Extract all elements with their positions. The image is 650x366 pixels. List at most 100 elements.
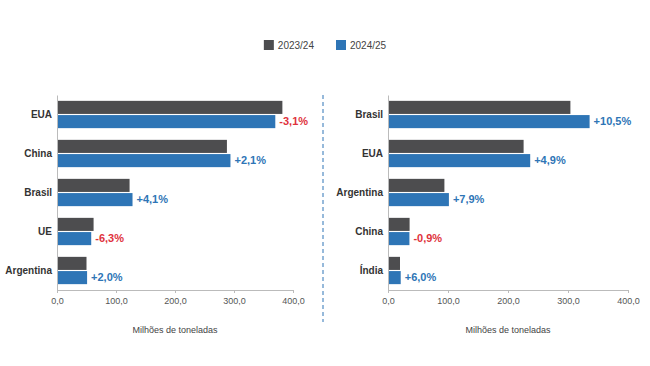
axis-title: Milhões de toneladas: [465, 325, 551, 335]
tick-label: 400,0: [282, 296, 305, 306]
plot-area: [57, 101, 282, 284]
tick: 0,0: [382, 290, 395, 306]
x-axis: 0,0 100,0 200,0 300,0 400,0: [51, 290, 305, 306]
change-label: +10,5%: [594, 115, 632, 127]
axis-line: [389, 291, 629, 294]
bar: [57, 101, 282, 114]
change-label: +6,0%: [405, 271, 437, 283]
bar: [388, 232, 409, 245]
chart-root: 2023/24 2024/25 0,0 100,0 200,0 300,0 400,0 EUA…: [0, 0, 650, 366]
tick: China: [355, 226, 388, 237]
divider: [323, 95, 324, 322]
tick: 100,0: [105, 290, 128, 306]
category-label: EUA: [362, 148, 383, 159]
tick-mark: [116, 290, 117, 293]
tick-label: 0,0: [382, 296, 395, 306]
bar: [57, 271, 87, 284]
axis-line: [58, 291, 294, 294]
category-label: Argentina: [336, 187, 383, 198]
category-label: Argentina: [5, 265, 52, 276]
tick: 100,0: [437, 290, 460, 306]
change-labels: +10,5% +4,9% +7,9% -0,9% +6,0%: [405, 115, 632, 283]
tick: China: [24, 148, 57, 159]
change-label: -0,9%: [413, 232, 442, 244]
category-label: China: [355, 226, 383, 237]
axis-line: [57, 96, 58, 291]
bar-series: [388, 115, 590, 284]
bar: [388, 179, 444, 192]
bar-series: [57, 101, 282, 270]
legend-swatch: [336, 40, 346, 50]
change-label: +2,1%: [234, 154, 266, 166]
tick: Argentina: [336, 187, 388, 198]
y-axis: Brasil EUA Argentina China Índia: [336, 96, 388, 291]
axis-line: [388, 96, 389, 291]
y-axis: EUA China Brasil UE Argentina: [5, 96, 57, 291]
tick-mark: [568, 290, 569, 293]
bar: [57, 232, 91, 245]
bar: [388, 271, 401, 284]
bar: [57, 115, 275, 128]
tick: 300,0: [223, 290, 246, 306]
bar: [388, 154, 530, 167]
tick: UE: [38, 226, 57, 237]
tick-label: 200,0: [497, 296, 520, 306]
bar-series: [57, 115, 275, 284]
category-label: Índia: [360, 264, 384, 276]
x-axis: 0,0 100,0 200,0 300,0 400,0: [382, 290, 640, 306]
tick: Brasil: [24, 187, 57, 198]
tick-mark: [448, 290, 449, 293]
change-label: -3,1%: [279, 115, 308, 127]
tick: 0,0: [51, 290, 64, 306]
change-labels: -3,1%+2,1%+4,1%-6,3%+2,0%: [91, 115, 308, 283]
category-label: Brasil: [24, 187, 52, 198]
tick-mark: [234, 290, 235, 293]
axis-title: Milhões de toneladas: [132, 325, 218, 335]
tick-label: 0,0: [51, 296, 64, 306]
tick: 400,0: [617, 290, 640, 306]
tick: 200,0: [164, 290, 187, 306]
tick-label: 100,0: [105, 296, 128, 306]
category-label: Brasil: [355, 109, 383, 120]
tick: EUA: [362, 148, 388, 159]
tick: 300,0: [557, 290, 580, 306]
legend-swatch: [264, 40, 274, 50]
legend: 2023/24 2024/25: [264, 40, 387, 51]
plot-area: [388, 101, 590, 284]
legend-item: 2024/25: [336, 40, 387, 51]
bar: [57, 257, 87, 270]
tick: Brasil: [355, 109, 388, 120]
legend-label: 2023/24: [278, 40, 315, 51]
bar: [57, 193, 133, 206]
category-label: UE: [38, 226, 52, 237]
tick-mark: [508, 290, 509, 293]
bar: [388, 218, 410, 231]
bar: [388, 115, 590, 128]
tick: Índia: [360, 264, 388, 276]
bar: [388, 140, 524, 153]
category-label: EUA: [31, 109, 52, 120]
bar: [57, 140, 227, 153]
bar: [388, 193, 449, 206]
change-label: +2,0%: [91, 271, 123, 283]
tick-label: 400,0: [617, 296, 640, 306]
legend-label: 2024/25: [350, 40, 387, 51]
tick-label: 300,0: [223, 296, 246, 306]
tick: 200,0: [497, 290, 520, 306]
bar: [57, 179, 130, 192]
tick-mark: [175, 290, 176, 293]
tick-mark: [293, 290, 294, 293]
category-label: China: [24, 148, 52, 159]
tick: EUA: [31, 109, 57, 120]
bar: [57, 154, 230, 167]
tick-mark: [628, 290, 629, 293]
bar: [388, 101, 570, 114]
tick-label: 300,0: [557, 296, 580, 306]
change-label: +7,9%: [453, 193, 485, 205]
legend-item: 2023/24: [264, 40, 315, 51]
change-label: +4,9%: [534, 154, 566, 166]
tick: 400,0: [282, 290, 305, 306]
bar: [388, 257, 400, 270]
change-label: +4,1%: [137, 193, 169, 205]
tick: Argentina: [5, 265, 57, 276]
